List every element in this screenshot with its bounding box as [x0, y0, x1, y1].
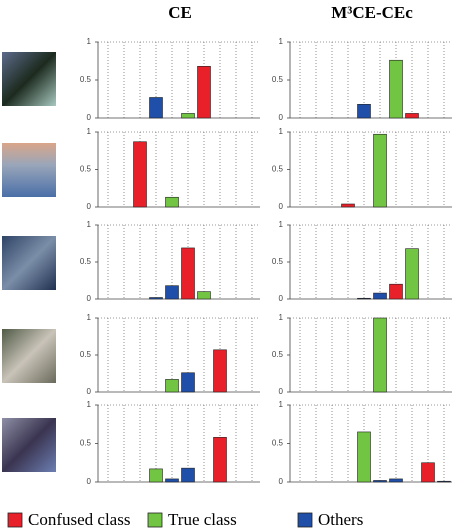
y-tick-label: 0: [87, 294, 92, 303]
bar: [181, 247, 195, 300]
bar: [181, 372, 195, 393]
bar: [341, 203, 355, 208]
y-tick-label: 0: [87, 113, 92, 122]
y-tick-label: 0: [87, 477, 92, 486]
y-tick-label: 0.5: [80, 165, 92, 174]
bar: [181, 113, 195, 119]
sample-image: [2, 329, 56, 383]
bar: [133, 141, 147, 208]
y-tick-label: 0: [279, 113, 284, 122]
bar: [197, 66, 211, 119]
y-tick-label: 1: [279, 37, 284, 46]
bar: [389, 283, 403, 300]
y-tick-label: 1: [87, 313, 92, 322]
legend-swatch: [297, 512, 313, 528]
legend-swatch: [147, 512, 163, 528]
y-tick-label: 1: [87, 37, 92, 46]
sample-image: [2, 418, 56, 472]
bar: [181, 467, 195, 483]
bar: [165, 379, 179, 393]
bar: [149, 468, 163, 483]
column-title: CE: [168, 3, 192, 22]
y-tick-label: 0.5: [272, 75, 284, 84]
bar: [165, 478, 179, 483]
legend-label: Others: [318, 510, 363, 529]
bar: [357, 431, 371, 483]
sample-image: [2, 143, 56, 197]
y-tick-label: 1: [87, 220, 92, 229]
bar: [149, 297, 163, 300]
y-tick-label: 0.5: [272, 257, 284, 266]
y-tick-label: 0.5: [272, 165, 284, 174]
bar: [389, 478, 403, 483]
y-tick-label: 0: [279, 477, 284, 486]
y-tick-label: 0.5: [80, 439, 92, 448]
bar: [437, 480, 451, 483]
y-tick-label: 0: [279, 387, 284, 396]
bar: [357, 297, 371, 300]
y-tick-label: 1: [87, 400, 92, 409]
bar: [149, 97, 163, 119]
y-tick-label: 0.5: [272, 350, 284, 359]
y-tick-label: 1: [279, 313, 284, 322]
y-tick-label: 0.5: [80, 350, 92, 359]
column-title: M³CE-CEc: [331, 3, 413, 22]
bar: [373, 480, 387, 483]
y-tick-label: 0.5: [80, 257, 92, 266]
y-tick-label: 1: [279, 220, 284, 229]
bar: [165, 196, 179, 208]
bar: [421, 462, 435, 483]
y-tick-label: 0: [279, 202, 284, 211]
y-tick-label: 1: [279, 127, 284, 136]
bar: [165, 285, 179, 300]
legend-label: True class: [168, 510, 237, 529]
bar: [373, 317, 387, 393]
y-tick-label: 0.5: [80, 75, 92, 84]
y-tick-label: 1: [87, 127, 92, 136]
y-tick-label: 0: [279, 294, 284, 303]
bar: [213, 437, 227, 483]
y-tick-label: 0: [87, 387, 92, 396]
bar: [197, 291, 211, 300]
y-tick-label: 1: [279, 400, 284, 409]
bar: [373, 292, 387, 300]
bar: [213, 349, 227, 393]
bar: [389, 59, 403, 119]
y-tick-label: 0.5: [272, 439, 284, 448]
bar: [373, 133, 387, 208]
bar: [405, 113, 419, 119]
legend-label: Confused class: [28, 510, 130, 529]
bar: [405, 248, 419, 300]
sample-image: [2, 236, 56, 290]
sample-image: [2, 52, 56, 106]
legend-swatch: [7, 512, 23, 528]
y-tick-label: 0: [87, 202, 92, 211]
bar: [357, 104, 371, 119]
